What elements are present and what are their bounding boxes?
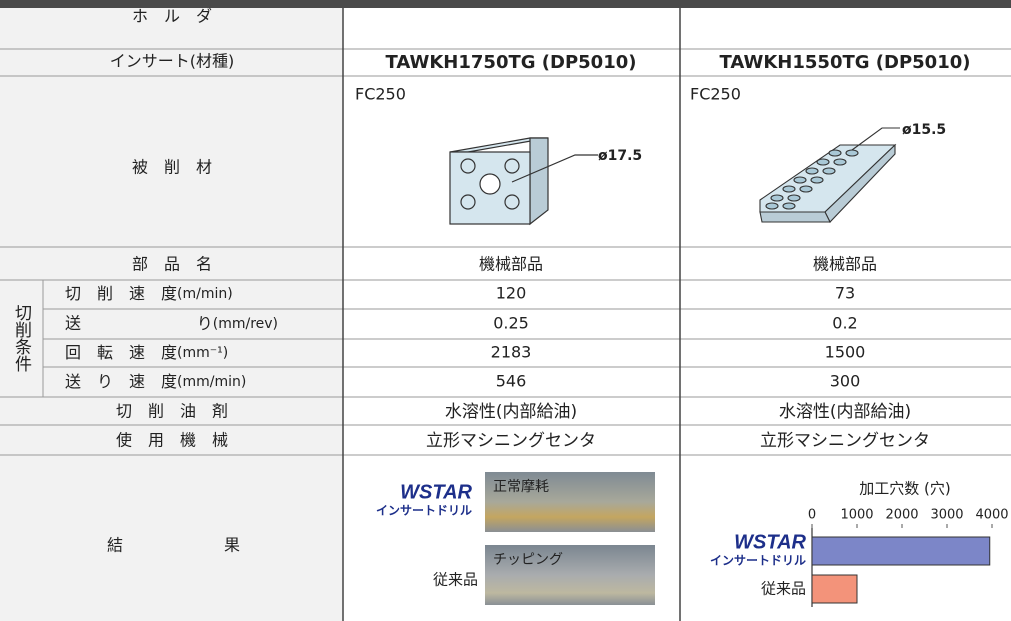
condition-unit: (m/min) [177,286,233,302]
insert-name: TAWKH1550TG (DP5010) [720,52,971,73]
condition-unit: (mm/rev) [213,316,278,332]
part-value: 機械部品 [479,255,543,274]
part-value: 機械部品 [813,255,877,274]
photo-label: 正常摩耗 [493,478,549,495]
coolant-label: 切 削 油 剤 [116,402,228,421]
material: FC250 [690,85,741,104]
part-label: 部 品 名 [132,255,212,274]
insert-name: TAWKH1750TG (DP5010) [386,52,637,73]
category-label: WSTAR [734,531,806,553]
condition-unit: (mm⁻¹) [177,345,228,361]
workpiece-label: 被 削 材 [132,158,212,177]
bar [811,536,991,566]
bar [811,574,858,604]
condition-value: 120 [496,284,527,303]
coolant-value: 水溶性(内部給油) [445,402,577,422]
label-column [0,8,343,621]
condition-value: 300 [830,372,861,391]
category-label: 従来品 [761,580,806,598]
material: FC250 [355,85,406,104]
condition-value: 73 [835,284,855,303]
diameter: ø15.5 [902,122,946,138]
holder-label: ホ ル ダ [132,7,212,26]
conditions: 切 削 速 度(m/min) 120 73 送 り(mm/rev) 0.25 0.2 回 転 … [65,284,865,391]
condition-label: 送 [65,314,81,333]
condition-label: 切 削 速 度(m/min) [65,284,233,303]
x-tick-label: 1000 [840,508,873,523]
top-bar [0,0,1011,8]
coolant-value: 水溶性(内部給油) [779,402,911,422]
photo [485,545,655,605]
photo-label: チッピング [493,552,563,568]
workpiece-drawing [449,137,598,226]
workpiece-drawing [759,127,900,223]
condition-value: 0.2 [832,314,857,333]
machine-value: 立形マシニングセンタ [760,431,930,451]
condition-label: り(mm/rev) [197,314,278,333]
condition-label-end: り [197,314,213,333]
condition-label: 回 転 速 度(mm⁻¹) [65,343,228,362]
result-label: 果 [224,536,240,555]
insert-label: インサート(材種) [110,52,235,71]
diameter: ø17.5 [598,148,642,164]
x-tick-label: 4000 [975,508,1008,523]
conventional-label: 従来品 [433,571,478,589]
condition-unit: (mm/min) [177,374,246,390]
x-tick-label: 2000 [885,508,918,523]
conditions-group: 切削条件 [11,304,32,372]
condition-value: 0.25 [493,314,529,333]
x-tick-label: 3000 [930,508,963,523]
category-subtitle: インサートドリル [710,554,806,568]
condition-value: 546 [496,372,527,391]
grid [0,48,1011,456]
x-tick-label: 0 [808,508,816,523]
condition-value: 2183 [491,343,532,362]
condition-label-text: 切 削 速 度 [65,284,177,303]
logo-sub: インサートドリル [376,504,472,518]
machine-value: 立形マシニングセンタ [426,431,596,451]
condition-label: 送 り 速 度(mm/min) [65,372,246,391]
logo: WSTAR [400,481,472,503]
condition-value: 1500 [825,343,866,362]
result-label: 結 [107,536,123,555]
chart-title: 加工穴数 (穴) [859,480,950,498]
photo [485,472,655,532]
machine-label: 使 用 機 械 [116,431,228,450]
condition-label-text: 回 転 速 度 [65,343,177,362]
condition-label-text: 送 り 速 度 [65,372,177,391]
